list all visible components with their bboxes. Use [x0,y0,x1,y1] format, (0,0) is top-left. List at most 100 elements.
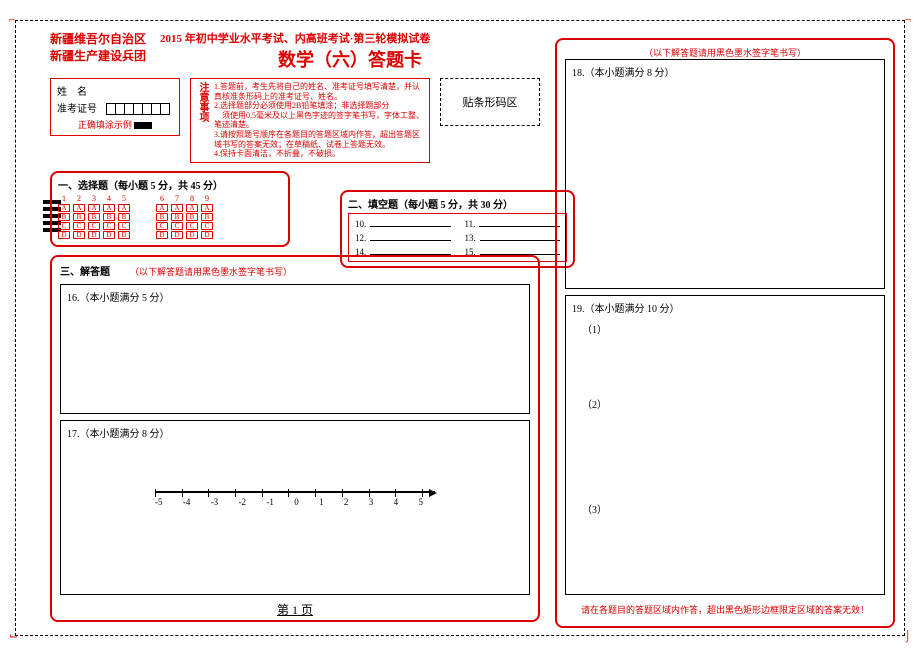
mc-bubble[interactable]: A [103,204,115,212]
number-line-tick-label: -5 [155,497,163,507]
mc-bubble[interactable]: D [88,231,100,239]
mc-bubble[interactable]: A [58,204,70,212]
mc-bubble[interactable]: B [88,213,100,221]
mc-bubble[interactable]: A [73,204,85,212]
mc-number: 5 [118,194,130,203]
mc-number: 6 [156,194,168,203]
answer-sheet: ⌐ ¬ ⌙ ⌡ 新疆维吾尔自治区 新疆生产建设兵团 2015 年初中学业水平考试… [15,20,905,636]
number-line-tick-label: 0 [294,497,299,507]
mc-bubble[interactable]: A [201,204,213,212]
mc-bubble[interactable]: A [88,204,100,212]
name-label: 姓 名 [57,83,87,98]
crop-mark-br: ⌡ [904,630,911,642]
mc-bubble[interactable]: C [73,222,85,230]
exam-title-main: 数学（六）答题卡 [160,46,540,72]
mc-bubble[interactable]: B [73,213,85,221]
fill-title: 二、填空题（每小题 5 分，共 30 分） [348,196,567,211]
mc-bubble[interactable]: D [103,231,115,239]
fill-blank-item[interactable]: 10. [355,218,451,229]
mc-number: 8 [186,194,198,203]
info-row: 姓 名 准考证号 正确填涂示例 注意事项 1.答题前，考生先将自己的姓名、准考证… [50,78,540,163]
page-number: 第 1 页 [60,601,530,618]
mc-bubble[interactable]: C [58,222,70,230]
mc-number: 1 [58,194,70,203]
arrow-right-icon [429,489,437,497]
mc-bubble[interactable]: A [118,204,130,212]
question-19-box[interactable]: 19.（本小题满分 10 分） （1） （2） （3） [565,295,885,595]
answer-note-left: （以下解答题请用黑色墨水签字笔书写） [130,265,292,278]
mc-bubble[interactable]: B [156,213,168,221]
number-line: -5 -4 -3 -2 -1 0 1 2 3 4 5 [155,491,435,507]
mc-bubble[interactable]: C [171,222,183,230]
fill-blank-item[interactable]: 11. [465,218,561,229]
question-16-box[interactable]: 16.（本小题满分 5 分） [60,284,530,414]
q19-sub1: （1） [582,321,878,336]
mc-number: 2 [73,194,85,203]
notice-text: 1.答题前，考生先将自己的姓名、准考证号填写清楚，并认真核准条形码上的准考证号、… [214,82,425,159]
mc-bubble[interactable]: D [118,231,130,239]
mc-bubble[interactable]: B [58,213,70,221]
mc-bubble[interactable]: D [201,231,213,239]
mc-bubble[interactable]: B [171,213,183,221]
mc-bubble[interactable]: C [201,222,213,230]
mc-bubble[interactable]: D [171,231,183,239]
number-line-tick-label: 5 [418,497,423,507]
q19-sub3: （3） [582,501,878,516]
number-line-tick-label: -2 [239,497,247,507]
region-line2: 新疆生产建设兵团 [50,47,150,64]
mc-bubble[interactable]: C [156,222,168,230]
notice-box: 注意事项 1.答题前，考生先将自己的姓名、准考证号填写清楚，并认真核准条形码上的… [190,78,430,163]
mc-bubble[interactable]: C [118,222,130,230]
number-line-tick-label: 4 [394,497,399,507]
mc-bubble[interactable]: B [103,213,115,221]
barcode-area: 贴条形码区 [440,78,540,126]
mc-bubble[interactable]: B [186,213,198,221]
mc-section: 一、选择题（每小题 5 分，共 45 分） 1ABCD2ABCD3ABCD4AB… [50,171,290,247]
region-line1: 新疆维吾尔自治区 [50,30,150,47]
mc-bubble[interactable]: C [88,222,100,230]
mc-number: 7 [171,194,183,203]
answer-note-right: （以下解答题请用黑色墨水签字笔书写） [565,46,885,59]
mc-group-2: 6ABCD7ABCD8ABCD9ABCD [156,194,213,239]
mc-number: 3 [88,194,100,203]
fill-blank-item[interactable]: 12. [355,232,451,243]
mc-group-1: 1ABCD2ABCD3ABCD4ABCD5ABCD [58,194,130,239]
right-column: （以下解答题请用黑色墨水签字笔书写） 18.（本小题满分 8 分） 19.（本小… [555,30,895,628]
ticket-grid[interactable] [107,103,170,115]
mc-number: 4 [103,194,115,203]
crop-mark-bl: ⌙ [9,629,18,642]
fill-example: 正确填涂示例 [57,118,173,131]
number-line-tick-label: 3 [369,497,374,507]
question-17-box[interactable]: 17.（本小题满分 8 分） -5-4-3-2-1012345 [60,420,530,595]
mc-number: 9 [201,194,213,203]
mc-bubble[interactable]: D [156,231,168,239]
crop-mark-tr: ¬ [905,14,911,26]
left-column: 新疆维吾尔自治区 新疆生产建设兵团 2015 年初中学业水平考试、内高班考试·第… [50,30,540,622]
mc-bubble[interactable]: A [171,204,183,212]
notice-label: 注意事项 [195,82,210,159]
question-18-box[interactable]: 18.（本小题满分 8 分） [565,59,885,289]
ticket-label: 准考证号 [57,100,97,115]
answer-title: 三、解答题 [60,263,110,278]
number-line-tick-label: -1 [266,497,274,507]
number-line-tick-label: 1 [319,497,324,507]
mc-bubble[interactable]: B [201,213,213,221]
mc-bubble[interactable]: A [186,204,198,212]
mc-bubble[interactable]: C [186,222,198,230]
number-line-tick-label: 2 [344,497,349,507]
exam-title-line: 2015 年初中学业水平考试、内高班考试·第三轮模拟试卷 [160,30,540,46]
q19-sub2: （2） [582,396,878,411]
mc-bubble[interactable]: A [156,204,168,212]
fill-blank-item[interactable]: 13. [465,232,561,243]
q16-label: 16.（本小题满分 5 分） [67,293,170,304]
candidate-id-box: 姓 名 准考证号 正确填涂示例 [50,78,180,136]
mc-bubble[interactable]: D [58,231,70,239]
mc-bubble[interactable]: D [186,231,198,239]
mc-bubble[interactable]: C [103,222,115,230]
mc-bubble[interactable]: D [73,231,85,239]
q19-label: 19.（本小题满分 10 分） [572,304,680,315]
bottom-warning: 请在各题目的答题区域内作答，超出黑色矩形边框限定区域的答案无效！ [565,603,885,616]
number-line-tick-label: -3 [211,497,219,507]
mc-bubble[interactable]: B [118,213,130,221]
number-line-tick-label: -4 [183,497,191,507]
